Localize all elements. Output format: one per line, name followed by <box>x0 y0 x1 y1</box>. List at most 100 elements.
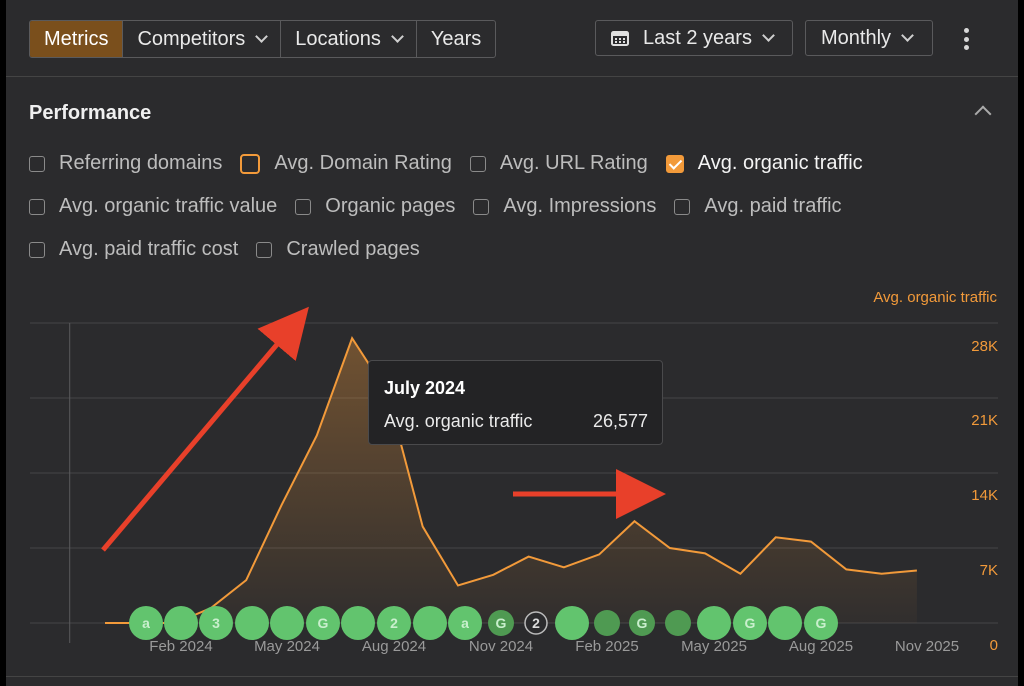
tab-competitors[interactable]: Competitors <box>123 21 282 57</box>
date-range-dropdown[interactable]: Last 2 years <box>595 20 793 56</box>
checkbox-icon[interactable] <box>473 198 490 215</box>
view-tabs: Metrics Competitors Locations Years <box>29 20 497 58</box>
metric-organic-pages[interactable]: Organic pages <box>295 195 455 218</box>
metric-referring-domains[interactable]: Referring domains <box>29 152 222 175</box>
metric-label: Avg. URL Rating <box>499 152 648 174</box>
metric-label: Referring domains <box>59 152 223 174</box>
metric-row-1: Referring domains Avg. Domain Rating Avg… <box>29 152 881 175</box>
annotation-label: a <box>461 615 469 631</box>
metric-row-3: Avg. paid traffic cost Crawled pages <box>29 238 438 261</box>
toolbar: Metrics Competitors Locations Years Last… <box>6 0 1018 77</box>
metric-avg-impressions[interactable]: Avg. Impressions <box>473 195 656 218</box>
annotation-marker <box>697 606 731 640</box>
checkbox-icon[interactable] <box>240 153 261 174</box>
metric-label: Avg. Domain Rating <box>274 152 452 174</box>
more-options-icon[interactable] <box>962 28 970 50</box>
metric-label: Avg. organic traffic value <box>59 195 278 217</box>
annotation-label: G <box>816 615 827 631</box>
annotation-marker <box>524 611 548 635</box>
x-tick: Feb 2025 <box>575 638 638 655</box>
date-range-label: Last 2 years <box>643 26 752 49</box>
tab-locations[interactable]: Locations <box>281 21 417 57</box>
y-tick: 14K <box>971 487 998 504</box>
tab-metrics[interactable]: Metrics <box>30 21 124 57</box>
checkbox-icon[interactable] <box>469 155 486 172</box>
annotation-marker <box>199 606 233 640</box>
metric-crawled-pages[interactable]: Crawled pages <box>256 238 420 261</box>
performance-panel: Metrics Competitors Locations Years Last… <box>6 0 1018 686</box>
y-tick: 0 <box>989 637 998 654</box>
series-line <box>105 336 917 624</box>
annotation-marker <box>235 606 269 640</box>
annotation-marker <box>488 610 514 636</box>
metric-avg-organic-traffic-value[interactable]: Avg. organic traffic value <box>29 195 277 218</box>
calendar-icon <box>611 31 629 46</box>
metric-label: Organic pages <box>325 195 456 217</box>
annotation-marker <box>129 606 163 640</box>
metric-avg-domain-rating[interactable]: Avg. Domain Rating <box>240 152 452 175</box>
annotation-marker <box>594 610 620 636</box>
checkbox-icon[interactable] <box>29 155 45 172</box>
x-tick: Aug 2024 <box>362 638 426 655</box>
divider <box>6 676 1018 677</box>
annotation-marker <box>448 606 482 640</box>
checkbox-icon[interactable] <box>29 241 45 258</box>
metric-label: Avg. Impressions <box>503 195 657 217</box>
annotation-label: 2 <box>532 615 540 631</box>
tab-metrics-label: Metrics <box>44 27 109 50</box>
section-title: Performance <box>29 102 152 124</box>
metric-row-2: Avg. organic traffic value Organic pages… <box>29 195 860 218</box>
annotation-marker <box>768 606 802 640</box>
tab-competitors-label: Competitors <box>137 27 246 50</box>
annotation-marker <box>665 610 691 636</box>
metric-avg-paid-traffic-cost[interactable]: Avg. paid traffic cost <box>29 238 238 261</box>
annotation-marker <box>270 606 304 640</box>
annotation-marker <box>555 606 589 640</box>
y-tick: 21K <box>971 412 998 429</box>
arrow-up-icon <box>101 306 309 552</box>
series-area <box>105 338 917 623</box>
metric-avg-organic-traffic[interactable]: Avg. organic traffic <box>665 152 863 175</box>
checkbox-icon[interactable] <box>674 198 691 215</box>
checkbox-icon[interactable] <box>29 198 45 215</box>
annotation-marker <box>733 606 767 640</box>
traffic-chart[interactable]: a 3 G 2 a G 2 G G G Feb 2024 May 2024 Aug 2024 Nov 20… <box>6 0 1018 686</box>
x-tick: May 2024 <box>254 638 320 655</box>
annotation-label: a <box>142 615 150 631</box>
metric-label: Avg. paid traffic <box>704 195 842 217</box>
annotation-label: 2 <box>390 615 398 631</box>
annotation-label: G <box>745 615 756 631</box>
y-tick: 7K <box>979 562 998 579</box>
annotation-marker <box>804 606 838 640</box>
metric-label: Avg. paid traffic cost <box>59 238 239 260</box>
tooltip-label: Avg. organic traffic <box>384 411 533 431</box>
chart-tooltip: July 2024 Avg. organic traffic 26,577 <box>368 360 663 445</box>
metric-avg-url-rating[interactable]: Avg. URL Rating <box>469 152 648 175</box>
annotation-label: 3 <box>212 615 220 631</box>
x-tick: Nov 2024 <box>469 638 533 655</box>
annotation-label: G <box>318 615 329 631</box>
tab-years[interactable]: Years <box>417 21 495 57</box>
metric-avg-paid-traffic[interactable]: Avg. paid traffic <box>674 195 842 218</box>
granularity-dropdown[interactable]: Monthly <box>805 20 933 56</box>
annotation-label: G <box>496 615 507 631</box>
annotation-marker <box>377 606 411 640</box>
tab-locations-label: Locations <box>295 27 381 50</box>
x-tick: Aug 2025 <box>789 638 853 655</box>
chart-legend: Avg. organic traffic <box>873 289 997 306</box>
x-tick: May 2025 <box>681 638 747 655</box>
annotation-marker <box>164 606 198 640</box>
annotation-marker <box>341 606 375 640</box>
tab-years-label: Years <box>430 27 482 50</box>
metric-label: Avg. organic traffic <box>697 152 863 174</box>
annotation-marker <box>306 606 340 640</box>
annotation-marker <box>629 610 655 636</box>
x-tick: Feb 2024 <box>149 638 212 655</box>
checkbox-icon[interactable] <box>295 198 312 215</box>
checkbox-icon[interactable] <box>256 241 273 258</box>
tooltip-title: July 2024 <box>384 378 466 398</box>
checkbox-checked-icon[interactable] <box>665 154 684 173</box>
y-tick: 28K <box>971 338 998 355</box>
annotation-marker <box>413 606 447 640</box>
tooltip-value: 26,577 <box>592 411 648 431</box>
